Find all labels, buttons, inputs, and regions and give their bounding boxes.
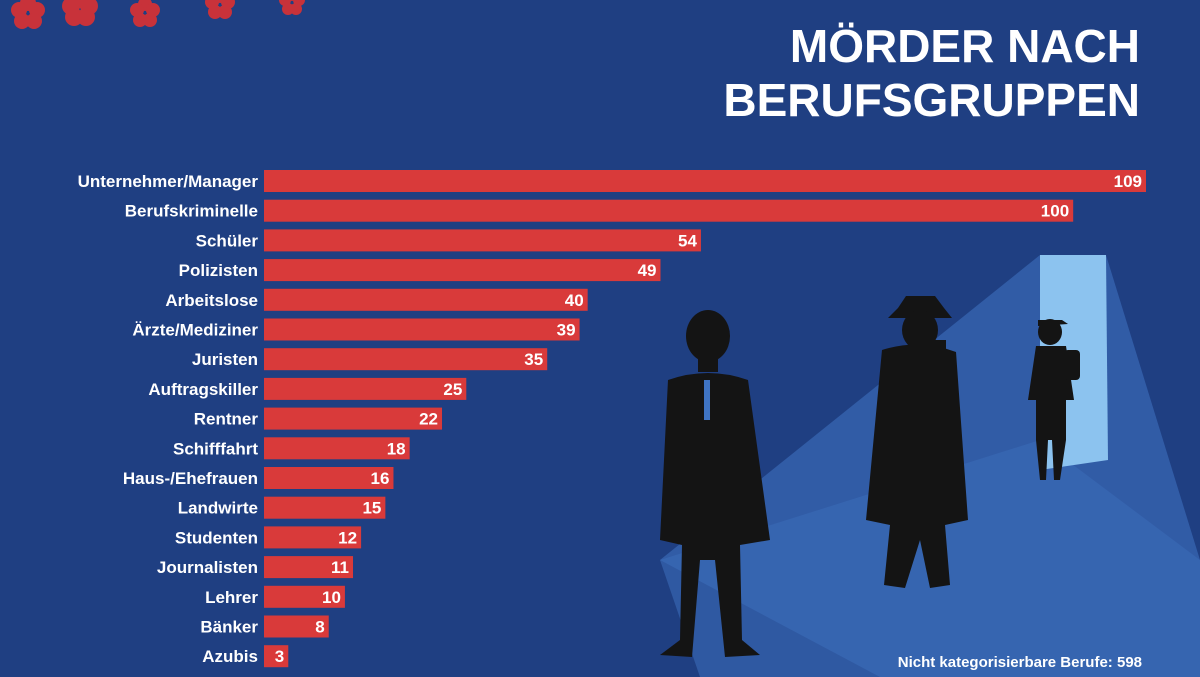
bar-12: [264, 526, 362, 549]
detective-with-gun-silhouette-icon: [866, 296, 968, 588]
footnote: Nicht kategorisierbare Berufe: 598: [898, 654, 1142, 671]
category-label: Haus-/Ehefrauen: [123, 469, 258, 488]
bar-4: [264, 288, 588, 311]
category-label: Ärzte/Mediziner: [132, 321, 258, 340]
value-label: 54: [678, 231, 697, 250]
category-label: Bänker: [200, 618, 258, 637]
bar-7: [264, 377, 467, 400]
bar-5: [264, 318, 580, 341]
category-label: Unternehmer/Manager: [78, 172, 259, 191]
value-label: 16: [371, 469, 390, 488]
category-label: Schifffahrt: [173, 439, 258, 458]
bar-11: [264, 496, 386, 519]
bar-15: [264, 615, 329, 638]
value-label: 40: [565, 291, 584, 310]
category-label: Lehrer: [205, 588, 258, 607]
category-label: Juristen: [192, 350, 258, 369]
bar-1: [264, 199, 1074, 222]
category-label: Rentner: [194, 410, 259, 429]
bar-6: [264, 348, 548, 371]
value-label: 25: [443, 380, 462, 399]
value-label: 39: [557, 321, 576, 340]
businessman-silhouette-icon: [660, 310, 770, 657]
bar-3: [264, 259, 661, 282]
category-label: Landwirte: [178, 499, 258, 518]
bar-8: [264, 407, 443, 430]
cherry-blossom-icon: [11, 0, 305, 29]
category-label: Polizisten: [179, 261, 258, 280]
bar-group: Unternehmer/Manager 109 Berufskriminelle 10…: [78, 170, 1146, 668]
bar-10: [264, 467, 394, 489]
value-label: 18: [387, 439, 406, 458]
value-label: 11: [331, 558, 349, 577]
value-label: 3: [275, 647, 284, 666]
value-label: 12: [338, 528, 357, 547]
schoolboy-silhouette-icon: [1028, 319, 1080, 480]
category-label: Azubis: [202, 647, 258, 666]
value-label: 8: [315, 618, 324, 637]
bar-13: [264, 556, 354, 579]
category-label: Arbeitslose: [165, 291, 258, 310]
value-label: 15: [362, 499, 381, 518]
value-label: 49: [638, 261, 657, 280]
value-label: 109: [1114, 172, 1142, 191]
value-label: 22: [419, 410, 438, 429]
bar-9: [264, 437, 410, 460]
category-label: Auftragskiller: [148, 380, 258, 399]
bar-16: [264, 645, 289, 668]
bar-2: [264, 229, 701, 252]
category-label: Berufskriminelle: [125, 202, 258, 221]
category-label: Journalisten: [157, 558, 258, 577]
category-label: Studenten: [175, 528, 258, 547]
value-label: 10: [322, 588, 341, 607]
chart-title-line-1: MÖRDER NACH: [790, 20, 1140, 72]
bar-14: [264, 585, 345, 608]
category-label: Schüler: [196, 231, 259, 250]
value-label: 35: [524, 350, 543, 369]
chart-title-line-2: BERUFSGRUPPEN: [723, 74, 1140, 126]
bar-0: [264, 170, 1146, 192]
value-label: 100: [1041, 202, 1069, 221]
